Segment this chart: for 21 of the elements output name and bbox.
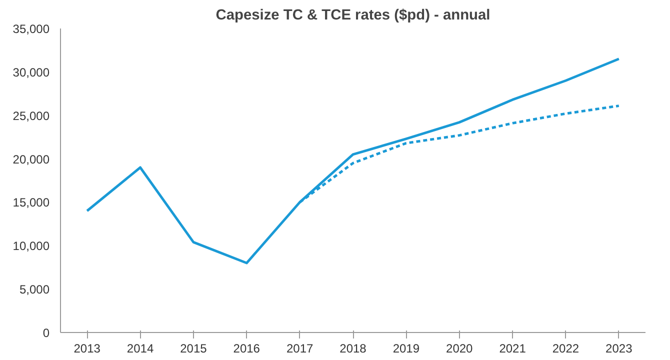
y-tick-label: 25,000 <box>12 108 50 123</box>
x-tick-label: 2021 <box>499 342 526 356</box>
x-tick-label: 2017 <box>286 342 314 356</box>
x-tick-label: 2020 <box>446 342 474 356</box>
y-tick-label: 10,000 <box>12 239 50 254</box>
x-tick-label: 2019 <box>392 342 420 356</box>
x-tick-label: 2015 <box>180 342 208 356</box>
y-tick-label: 15,000 <box>12 196 50 210</box>
x-tick-label: 2022 <box>552 342 580 356</box>
x-tick-label: 2016 <box>233 342 260 356</box>
x-tick-label: 2018 <box>340 342 367 356</box>
x-tick-label: 2023 <box>606 342 633 356</box>
y-tick-label: 30,000 <box>12 65 50 80</box>
x-tick-label: 2014 <box>126 342 154 356</box>
y-tick-label: 35,000 <box>12 22 50 36</box>
chart-title: Capesize TC & TCE rates ($pd) - annual <box>216 8 490 24</box>
line-series <box>86 58 620 264</box>
y-tick-label: 0 <box>42 326 50 340</box>
y-tick-label: 5,000 <box>19 282 50 297</box>
x-tick-label: 2013 <box>74 342 101 356</box>
y-tick-label: 20,000 <box>12 152 50 166</box>
